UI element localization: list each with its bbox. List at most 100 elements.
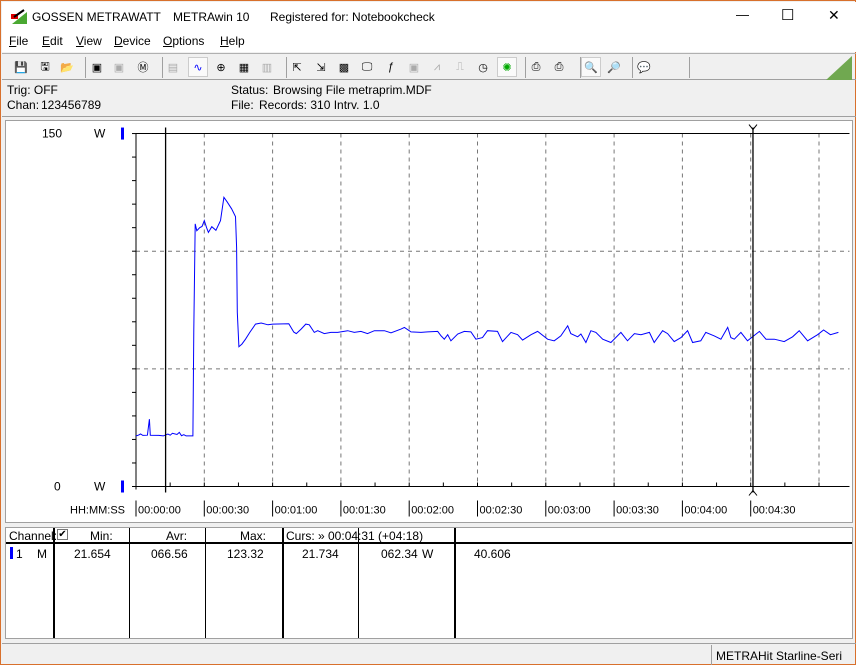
x-tick-label: 00:01:00: [275, 505, 318, 517]
bar-chart-icon: ▥: [261, 61, 273, 74]
print-button[interactable]: ⎙: [549, 57, 569, 77]
function-button[interactable]: ƒ: [381, 57, 401, 77]
device-button[interactable]: ▣: [404, 57, 424, 77]
print-preview-button[interactable]: ⎙: [526, 57, 546, 77]
toolbar-separator: [525, 57, 526, 78]
min-header: Min:: [90, 529, 113, 543]
close-button[interactable]: ✕: [828, 7, 840, 23]
square-wave-icon: ⎍: [456, 60, 464, 73]
print-preview-icon: ⎙: [531, 60, 541, 73]
min-value: 21.654: [74, 547, 111, 561]
numeric-display-icon: ▤: [167, 61, 179, 74]
waveform-display-button[interactable]: ∿: [188, 57, 208, 77]
cursor1-value: 21.734: [302, 547, 339, 561]
menu-edit[interactable]: Edit: [42, 34, 63, 48]
open-button[interactable]: 📂: [57, 57, 77, 77]
toolbar-separator: [286, 57, 287, 78]
channel-label: Chan:: [7, 98, 40, 112]
avr-value: 066.56: [151, 547, 188, 561]
table-button[interactable]: ▦: [234, 57, 254, 77]
save-as-icon: 🖫: [40, 60, 50, 73]
square-wave-button[interactable]: ⎍: [450, 57, 470, 77]
x-tick-label: 00:04:00: [684, 505, 727, 517]
comment-button[interactable]: 💬: [634, 57, 654, 77]
menu-mnemonic: H: [220, 34, 229, 48]
open-icon: 📂: [60, 61, 74, 74]
binary-button[interactable]: ▩: [334, 57, 354, 77]
cursor-bottom-handle: [748, 489, 758, 496]
import-icon: ⇲: [316, 61, 326, 74]
channel-color-marker: [10, 547, 13, 559]
device-read-button[interactable]: ▣: [87, 57, 107, 77]
device-memory-button[interactable]: Ⓜ: [133, 57, 153, 77]
export-button[interactable]: ⇱: [287, 57, 307, 77]
bar-chart-button[interactable]: ▥: [257, 57, 277, 77]
zoom-curve-button[interactable]: 🔎: [604, 57, 624, 77]
cursor2-unit: W: [422, 547, 434, 561]
menu-options[interactable]: Options: [163, 34, 204, 48]
status-bar: METRAHit Starline-Seri: [2, 643, 856, 665]
x-tick-label: 00:02:30: [480, 505, 523, 517]
waveform-display-icon: ∿: [193, 61, 203, 74]
menu-label: ptions: [172, 34, 205, 48]
menu-view[interactable]: View: [76, 34, 102, 48]
status-value: Browsing File metraprim.MDF: [273, 83, 432, 97]
device-transfer-button[interactable]: ▣: [109, 57, 129, 77]
menu-device[interactable]: Device: [114, 34, 151, 48]
y-min-label: 0: [54, 480, 61, 494]
power-series-line: [135, 195, 839, 437]
trigger-status: Trig: OFF: [7, 83, 58, 97]
menu-mnemonic: O: [163, 34, 173, 48]
title-bar: GOSSEN METRAWATT METRAwin 10 Registered …: [2, 2, 856, 31]
gossen-logo-icon: [11, 9, 27, 24]
function-icon: ƒ: [387, 61, 395, 73]
bug-button[interactable]: ✺: [497, 57, 517, 77]
cursor-header: Curs: » 00:04:31 (+04:18): [286, 529, 424, 543]
file-label: File:: [231, 98, 254, 112]
zoom-curve-icon: 🔎: [607, 61, 621, 74]
max-value: 123.32: [227, 547, 264, 561]
brand-triangle-icon: [826, 56, 852, 80]
save-as-button[interactable]: 🖫: [35, 57, 55, 77]
device-transfer-icon: ▣: [113, 61, 125, 74]
save-button[interactable]: 💾: [11, 57, 31, 77]
app-title: METRAwin 10: [173, 10, 250, 24]
zoom-waveform-icon: 🔍: [584, 61, 598, 74]
x-tick-label: 00:00:30: [206, 505, 249, 517]
menu-mnemonic: F: [9, 34, 17, 48]
y-max-unit: W: [94, 127, 106, 141]
clock-button[interactable]: ◷: [473, 57, 493, 77]
power-chart[interactable]: 150 W 0 W HH:MM:SS 00:00:00 00:00:30 00:01:00 00…: [6, 121, 852, 522]
import-button[interactable]: ⇲: [311, 57, 331, 77]
menu-mnemonic: V: [76, 34, 84, 48]
channel-checkbox[interactable]: ✔: [57, 529, 68, 540]
bug-icon: ✺: [502, 61, 512, 74]
cursor-top-handle: [748, 124, 758, 131]
table-icon: ▦: [238, 61, 250, 74]
toolbar-separator: [85, 57, 86, 78]
max-header: Max:: [240, 529, 267, 543]
device-memory-icon: Ⓜ: [137, 62, 149, 74]
clock-icon: ◷: [478, 61, 488, 74]
menu-file[interactable]: File: [9, 34, 28, 48]
crosshair-button[interactable]: ⊕: [211, 57, 231, 77]
maximize-button[interactable]: ☐: [781, 7, 795, 24]
numeric-display-button[interactable]: ▤: [163, 57, 183, 77]
menu-label: ile: [16, 34, 29, 48]
y-max-label: 150: [42, 127, 62, 141]
measurement-table: Channel: ✔ Min: Avr: Max: Curs: » 00:04:…: [5, 527, 853, 639]
status-label: Status:: [231, 83, 269, 97]
zoom-waveform-button[interactable]: 🔍: [581, 57, 601, 77]
pulse-button[interactable]: ⩘: [427, 57, 447, 77]
menu-label: elp: [228, 34, 245, 48]
device-status: METRAHit Starline-Seri: [716, 649, 843, 663]
chart-panel[interactable]: 150 W 0 W HH:MM:SS 00:00:00 00:00:30 00:01:00 00…: [5, 120, 853, 523]
x-tick-label: 00:04:30: [753, 505, 796, 517]
monitor-button[interactable]: 🖵: [357, 57, 377, 77]
menu-label: iew: [83, 34, 102, 48]
y-min-unit: W: [94, 480, 106, 494]
minimize-button[interactable]: —: [736, 7, 749, 22]
menu-help[interactable]: Help: [220, 34, 245, 48]
avr-header: Avr:: [166, 529, 188, 543]
